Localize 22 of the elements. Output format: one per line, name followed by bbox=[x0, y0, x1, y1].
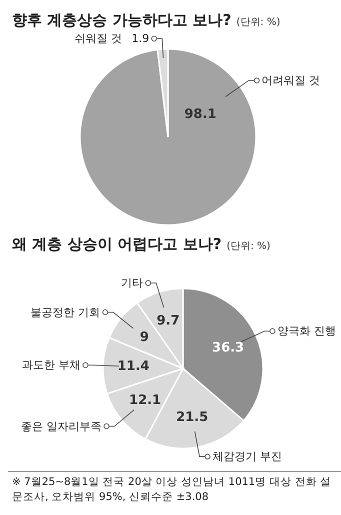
chart-subtitle: (단위: %) bbox=[226, 241, 270, 252]
chart-subtitle: (단위: %) bbox=[236, 17, 280, 28]
slice-label: 쉬워질 것 bbox=[74, 32, 122, 46]
data-label: 12.1 bbox=[129, 392, 162, 408]
data-label: 9 bbox=[140, 330, 149, 345]
data-label: 98.1 bbox=[184, 106, 216, 122]
slice-label: 좋은 일자리부족 bbox=[21, 420, 102, 433]
slice-label: 체감경기 부진 bbox=[212, 450, 282, 464]
pie-slice bbox=[79, 48, 257, 226]
data-label: 9.7 bbox=[156, 314, 180, 329]
slice-label: 불공정한 기회 bbox=[30, 306, 100, 319]
data-label: 11.4 bbox=[117, 359, 150, 374]
slice-label: 기타 bbox=[121, 276, 144, 290]
data-label: 21.5 bbox=[176, 410, 208, 425]
slice-label: 과도한 부채 bbox=[22, 358, 80, 372]
chart-title: 왜 계층 상승이 어렵다고 보나? bbox=[12, 235, 222, 253]
chart-title: 향후 계층상승 가능하다고 보나? bbox=[12, 11, 232, 29]
slice-label: 양극화 진행 bbox=[277, 324, 336, 338]
data-label: 36.3 bbox=[212, 340, 244, 356]
text: ※ 7월25~8월1일 전국 20살 이상 성인남녀 1011명 대상 전화 설문조사, 오차범위 95%, 신뢰수준 ±3.08 bbox=[8, 471, 341, 508]
data-label: 1.9 bbox=[132, 32, 150, 46]
slice-label: 어려워질 것 bbox=[262, 74, 320, 87]
